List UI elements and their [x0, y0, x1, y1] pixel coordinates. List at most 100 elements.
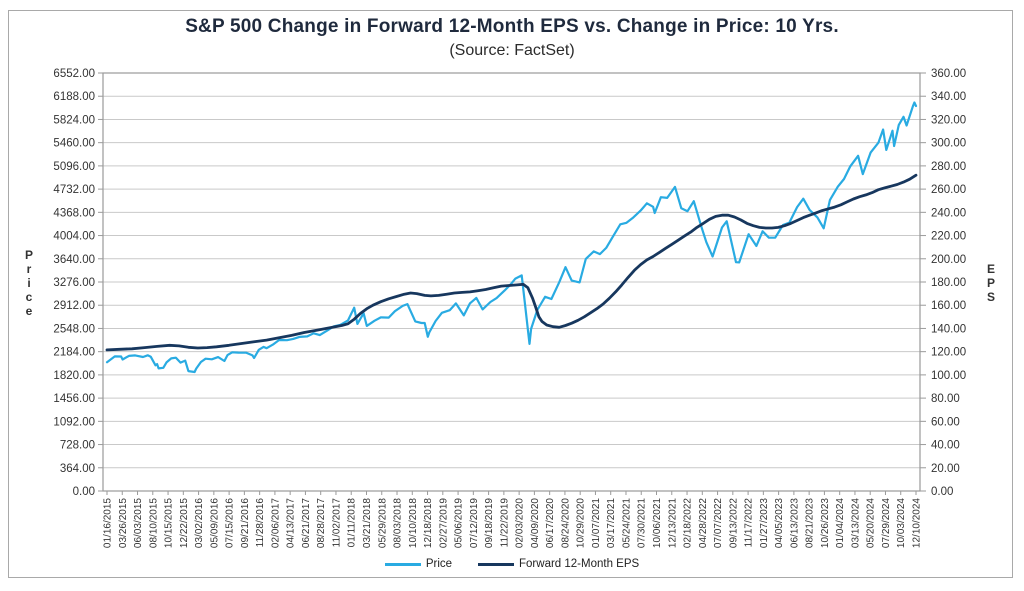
x-axis-tick-label: 05/24/2021	[621, 498, 632, 548]
x-axis-tick-label: 01/27/2023	[759, 498, 770, 548]
x-axis-tick-label: 12/22/2015	[179, 498, 190, 548]
x-axis-tick-label: 03/26/2015	[118, 498, 129, 548]
x-axis-tick-label: 03/13/2024	[850, 498, 861, 548]
legend-item-eps: Forward 12-Month EPS	[478, 558, 639, 570]
right-axis-tick-label: 60.00	[931, 416, 960, 428]
x-axis-tick-label: 04/13/2017	[286, 498, 297, 548]
x-axis-tick-label: 08/28/2017	[316, 498, 327, 548]
left-axis-tick-label: 364.00	[60, 463, 95, 475]
x-axis-tick-label: 02/27/2019	[438, 498, 449, 548]
x-axis-tick-label: 01/04/2024	[835, 498, 846, 548]
x-axis-tick-label: 11/02/2017	[331, 498, 342, 548]
x-axis-tick-label: 10/15/2015	[164, 498, 175, 548]
left-axis-tick-label: 1820.00	[53, 370, 95, 382]
left-axis-tick-label: 2548.00	[53, 323, 95, 335]
legend-label-price: Price	[425, 558, 453, 570]
x-axis-tick-label: 04/05/2023	[774, 498, 785, 548]
left-axis-tick-label: 1092.00	[53, 416, 95, 428]
x-axis-tick-label: 06/17/2020	[545, 498, 556, 548]
x-axis-tick-label: 10/10/2018	[408, 498, 419, 548]
left-axis-tick-label: 5460.00	[53, 138, 95, 150]
x-axis-tick-label: 01/16/2015	[103, 498, 114, 548]
right-axis-tick-label: 320.00	[931, 114, 966, 126]
right-axis-tick-label: 200.00	[931, 254, 966, 266]
x-axis-tick-label: 01/11/2018	[347, 498, 358, 548]
right-axis-tick-label: 360.00	[931, 68, 966, 80]
right-axis-tick-label: 160.00	[931, 300, 966, 312]
right-axis-tick-label: 220.00	[931, 231, 966, 243]
x-axis-tick-label: 08/03/2018	[393, 498, 404, 548]
right-axis-tick-label: 340.00	[931, 91, 966, 103]
x-axis-tick-label: 09/13/2022	[728, 498, 739, 548]
x-axis-tick-label: 10/03/2024	[896, 498, 907, 548]
x-axis-tick-label: 05/20/2024	[866, 498, 877, 548]
left-axis-tick-label: 2912.00	[53, 300, 95, 312]
left-axis-tick-label: 0.00	[73, 486, 95, 498]
x-axis-tick-label: 04/09/2020	[530, 498, 541, 548]
x-axis-tick-label: 12/13/2021	[667, 498, 678, 548]
right-axis-tick-label: 100.00	[931, 370, 966, 382]
legend-label-eps: Forward 12-Month EPS	[519, 558, 640, 570]
x-axis-tick-label: 07/07/2022	[713, 498, 724, 548]
right-axis-tick-label: 140.00	[931, 323, 966, 335]
right-axis-title: E P S	[986, 262, 995, 304]
x-axis-tick-label: 02/06/2017	[270, 498, 281, 548]
left-axis-tick-label: 3276.00	[53, 277, 95, 289]
x-axis-tick-label: 12/18/2018	[423, 498, 434, 548]
x-axis-tick-label: 11/17/2022	[744, 498, 755, 548]
x-axis-tick-label: 04/28/2022	[698, 498, 709, 548]
chart-subtitle: (Source: FactSet)	[449, 42, 575, 59]
x-axis-tick-label: 02/18/2022	[683, 498, 694, 548]
x-axis-tick-label: 08/10/2015	[148, 498, 159, 548]
x-axis-tick-label: 10/06/2021	[652, 498, 663, 548]
left-axis-tick-label: 2184.00	[53, 347, 95, 359]
left-axis-tick-label: 728.00	[60, 440, 95, 452]
left-axis-tick-label: 4368.00	[53, 207, 95, 219]
chart-legend: Price Forward 12-Month EPS	[0, 558, 1024, 570]
x-axis-tick-label: 10/29/2020	[576, 498, 587, 548]
legend-item-price: Price	[384, 558, 453, 570]
x-axis-tick-label: 07/29/2024	[881, 498, 892, 548]
right-axis-tick-label: 40.00	[931, 440, 960, 452]
x-axis-tick-label: 07/12/2019	[469, 498, 480, 548]
x-axis-tick-label: 10/26/2023	[820, 498, 831, 548]
x-axis-tick-label: 05/09/2016	[209, 498, 220, 548]
x-axis-tick-label: 03/02/2016	[194, 498, 205, 548]
left-axis-tick-label: 6552.00	[53, 68, 95, 80]
x-axis-tick-label: 01/07/2021	[591, 498, 602, 548]
eps-line	[105, 173, 918, 352]
left-axis-tick-label: 5824.00	[53, 114, 95, 126]
right-axis-tick-label: 120.00	[931, 347, 966, 359]
x-axis-tick-label: 09/21/2016	[240, 498, 251, 548]
right-axis-tick-label: 0.00	[931, 486, 953, 498]
right-axis-tick-label: 300.00	[931, 138, 966, 150]
x-axis-tick-label: 12/10/2024	[912, 498, 923, 548]
left-axis-tick-label: 1456.00	[53, 393, 95, 405]
x-axis-tick-label: 05/06/2019	[454, 498, 465, 548]
left-axis-tick-label: 5096.00	[53, 161, 95, 173]
x-axis-tick-label: 09/18/2019	[484, 498, 495, 548]
x-axis-tick-label: 03/17/2021	[606, 498, 617, 548]
x-axis-tick-label: 08/24/2020	[560, 498, 571, 548]
chart-title: S&P 500 Change in Forward 12-Month EPS v…	[185, 16, 839, 37]
right-axis-tick-label: 260.00	[931, 184, 966, 196]
price-line-swatch-icon	[384, 562, 421, 566]
x-axis-tick-label: 06/21/2017	[301, 498, 312, 548]
x-axis-tick-label: 11/22/2019	[499, 498, 510, 548]
x-axis-tick-label: 06/03/2015	[133, 498, 144, 548]
right-axis-tick-label: 80.00	[931, 393, 960, 405]
x-axis-tick-label: 06/13/2023	[789, 498, 800, 548]
right-axis-tick-label: 180.00	[931, 277, 966, 289]
x-axis-tick-label: 05/29/2018	[377, 498, 388, 548]
x-axis-tick-label: 03/21/2018	[362, 498, 373, 548]
right-axis-tick-label: 280.00	[931, 161, 966, 173]
x-axis-tick-label: 07/15/2016	[225, 498, 236, 548]
x-axis-tick-label: 11/28/2016	[255, 498, 266, 548]
left-axis-tick-label: 3640.00	[53, 254, 95, 266]
chart-frame	[8, 10, 1013, 578]
left-axis-tick-label: 4732.00	[53, 184, 95, 196]
right-axis-tick-label: 240.00	[931, 207, 966, 219]
x-axis-tick-label: 07/30/2021	[637, 498, 648, 548]
